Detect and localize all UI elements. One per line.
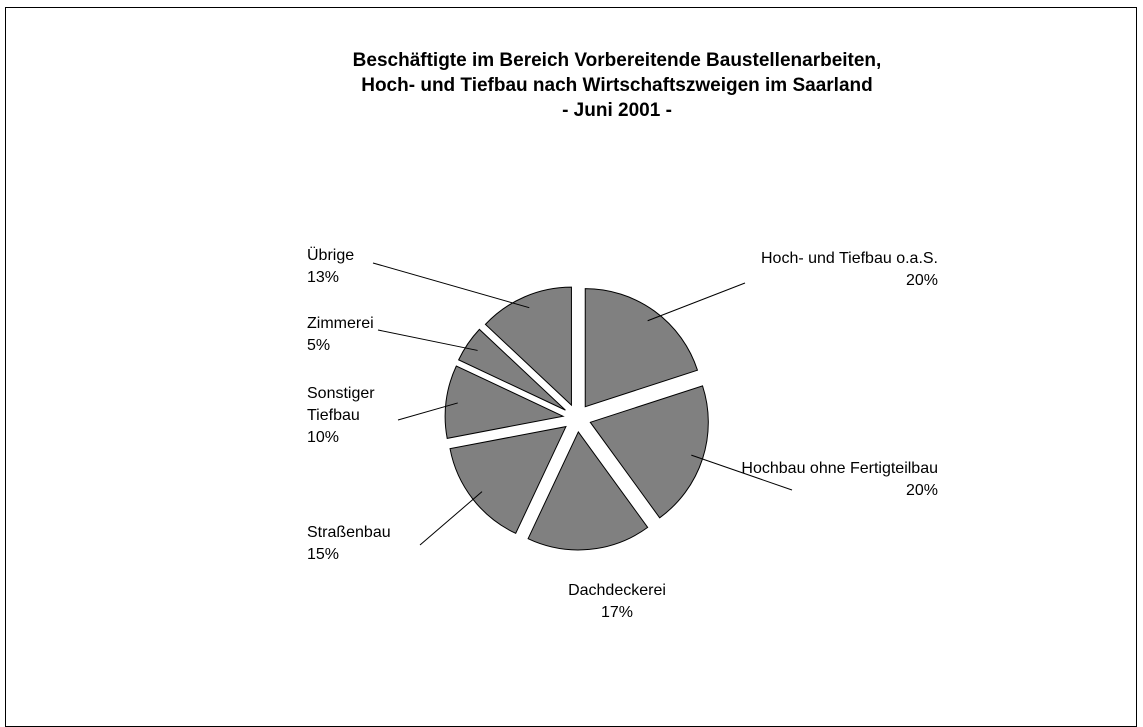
chart-title: Beschäftigte im Bereich Vorbereitende Ba… — [352, 50, 882, 121]
category-label: Zimmerei — [307, 315, 374, 332]
leader-line — [647, 282, 746, 322]
leader-line — [419, 491, 483, 546]
page: Beschäftigte im Bereich Vorbereitende Ba… — [5, 7, 1137, 727]
slice-label: Dachdeckerei 17% — [517, 580, 717, 624]
pie-slice — [584, 288, 699, 408]
value-label: 5% — [307, 337, 331, 354]
value-label: 15% — [307, 546, 340, 563]
pie-slice — [457, 328, 566, 411]
value-label: 20% — [905, 272, 938, 289]
category-label: Sonstiger Tiefbau — [307, 385, 375, 424]
pie-slice — [484, 286, 572, 407]
value-label: 20% — [905, 482, 938, 499]
category-label: Hoch- und Tiefbau o.a.S. — [761, 250, 938, 267]
slice-label: Zimmerei 5% — [307, 313, 457, 357]
category-label: Hochbau ohne Fertigteilbau — [741, 460, 938, 477]
leader-line — [372, 262, 530, 309]
pie-slice — [527, 430, 649, 551]
leader-line — [377, 329, 478, 351]
category-label: Dachdeckerei — [568, 582, 666, 599]
pie-slice — [444, 365, 565, 439]
slice-label: Hochbau ohne Fertigteilbau 20% — [700, 458, 938, 502]
leader-line — [691, 454, 793, 491]
chart — [372, 262, 793, 551]
pie-slice — [449, 425, 567, 535]
slice-label: Hoch- und Tiefbau o.a.S. 20% — [700, 248, 938, 292]
value-label: 10% — [307, 429, 340, 446]
value-label: 17% — [600, 604, 634, 621]
slice-label: Sonstiger Tiefbau 10% — [307, 383, 407, 449]
slice-label: Übrige 13% — [307, 245, 457, 289]
category-label: Straßenbau — [307, 524, 391, 541]
value-label: 13% — [307, 269, 340, 286]
slice-label: Straßenbau 15% — [307, 522, 457, 566]
category-label: Übrige — [307, 247, 355, 264]
leader-line — [397, 402, 458, 421]
